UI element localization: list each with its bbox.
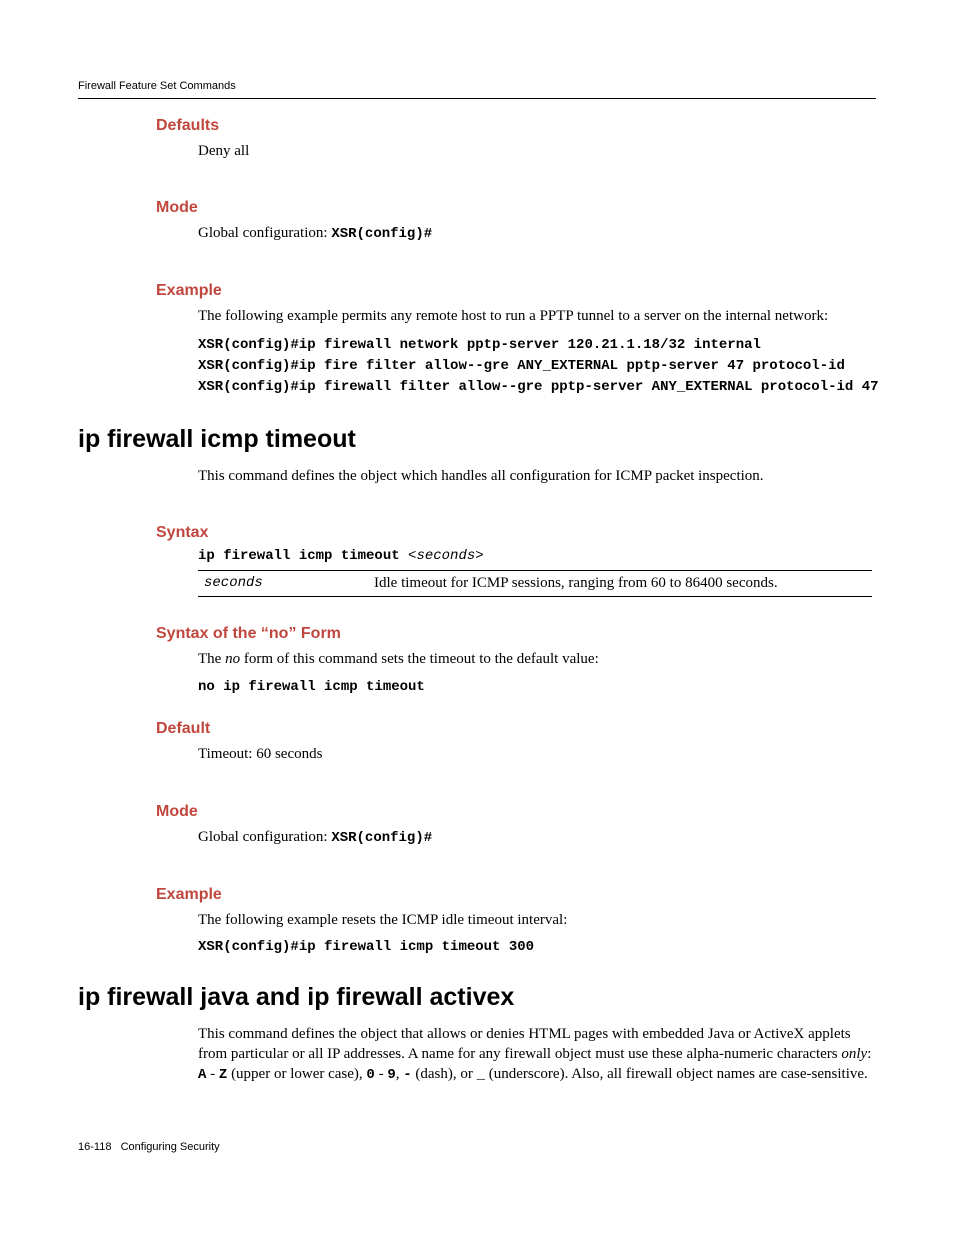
heading-default: Default — [78, 720, 876, 738]
java-desc: This command defines the object that all… — [198, 1024, 872, 1085]
default-body: Timeout: 60 seconds — [198, 744, 872, 764]
syntax-cmd: ip firewall icmp timeout — [198, 548, 408, 564]
t: - — [206, 1066, 219, 1082]
t: (underscore). Also, all firewall object … — [485, 1066, 868, 1082]
mode-body-1: Global configuration: XSR(config)# — [198, 223, 872, 244]
t: - — [403, 1067, 411, 1083]
mode-prefix-2: Global configuration: — [198, 829, 331, 845]
defaults-body: Deny all — [198, 141, 872, 161]
footer-label: Configuring Security — [121, 1141, 220, 1153]
code-line: XSR(config)#ip firewall filter allow--gr… — [198, 378, 872, 397]
noform-post: form of this command sets the timeout to… — [240, 651, 599, 667]
icmp-desc: This command defines the object which ha… — [198, 466, 872, 486]
heading-noform: Syntax of the “no” Form — [78, 625, 876, 643]
mode-prefix-1: Global configuration: — [198, 225, 331, 241]
t: 9 — [387, 1067, 395, 1083]
code-line: XSR(config)#ip fire filter allow--gre AN… — [198, 357, 872, 376]
noform-body: The no form of this command sets the tim… — [198, 649, 872, 669]
t: (dash), or — [412, 1066, 477, 1082]
running-header: Firewall Feature Set Commands — [78, 80, 876, 99]
syntax-arg: <seconds> — [408, 548, 484, 564]
example2-cmd: XSR(config)#ip firewall icmp timeout 300 — [198, 938, 872, 957]
mode-body-2: Global configuration: XSR(config)# — [198, 827, 872, 848]
noform-cmd: no ip firewall icmp timeout — [198, 678, 872, 697]
param-name: seconds — [198, 575, 374, 592]
heading-example-1: Example — [78, 282, 876, 300]
page-number: 16-118 — [78, 1141, 111, 1153]
mode-cmd-1: XSR(config)# — [331, 226, 432, 242]
mode-cmd-2: XSR(config)# — [331, 830, 432, 846]
example2-intro: The following example resets the ICMP id… — [198, 910, 872, 930]
t: - — [375, 1066, 388, 1082]
t: This command defines the object that all… — [198, 1026, 851, 1062]
t: (upper or lower case), — [227, 1066, 366, 1082]
command-title-icmp: ip firewall icmp timeout — [78, 425, 876, 454]
t: : — [867, 1046, 871, 1062]
heading-mode-2: Mode — [78, 803, 876, 821]
page: Firewall Feature Set Commands Defaults D… — [0, 0, 954, 1235]
code-line: XSR(config)#ip firewall network pptp-ser… — [198, 336, 872, 355]
syntax-line: ip firewall icmp timeout <seconds> — [78, 548, 876, 564]
param-table: seconds Idle timeout for ICMP sessions, … — [198, 570, 872, 597]
t: 0 — [366, 1067, 374, 1083]
noform-em: no — [225, 651, 240, 667]
param-desc: Idle timeout for ICMP sessions, ranging … — [374, 575, 872, 592]
example1-code: XSR(config)#ip firewall network pptp-ser… — [198, 336, 872, 397]
command-title-java: ip firewall java and ip firewall activex — [78, 983, 876, 1012]
heading-syntax: Syntax — [78, 524, 876, 542]
heading-example-2: Example — [78, 886, 876, 904]
example1-intro: The following example permits any remote… — [198, 306, 872, 326]
heading-mode-1: Mode — [78, 199, 876, 217]
heading-defaults: Defaults — [78, 117, 876, 135]
t: only — [841, 1046, 867, 1062]
noform-pre: The — [198, 651, 225, 667]
page-footer: 16-118 Configuring Security — [78, 1141, 220, 1153]
t: _ — [477, 1067, 485, 1083]
